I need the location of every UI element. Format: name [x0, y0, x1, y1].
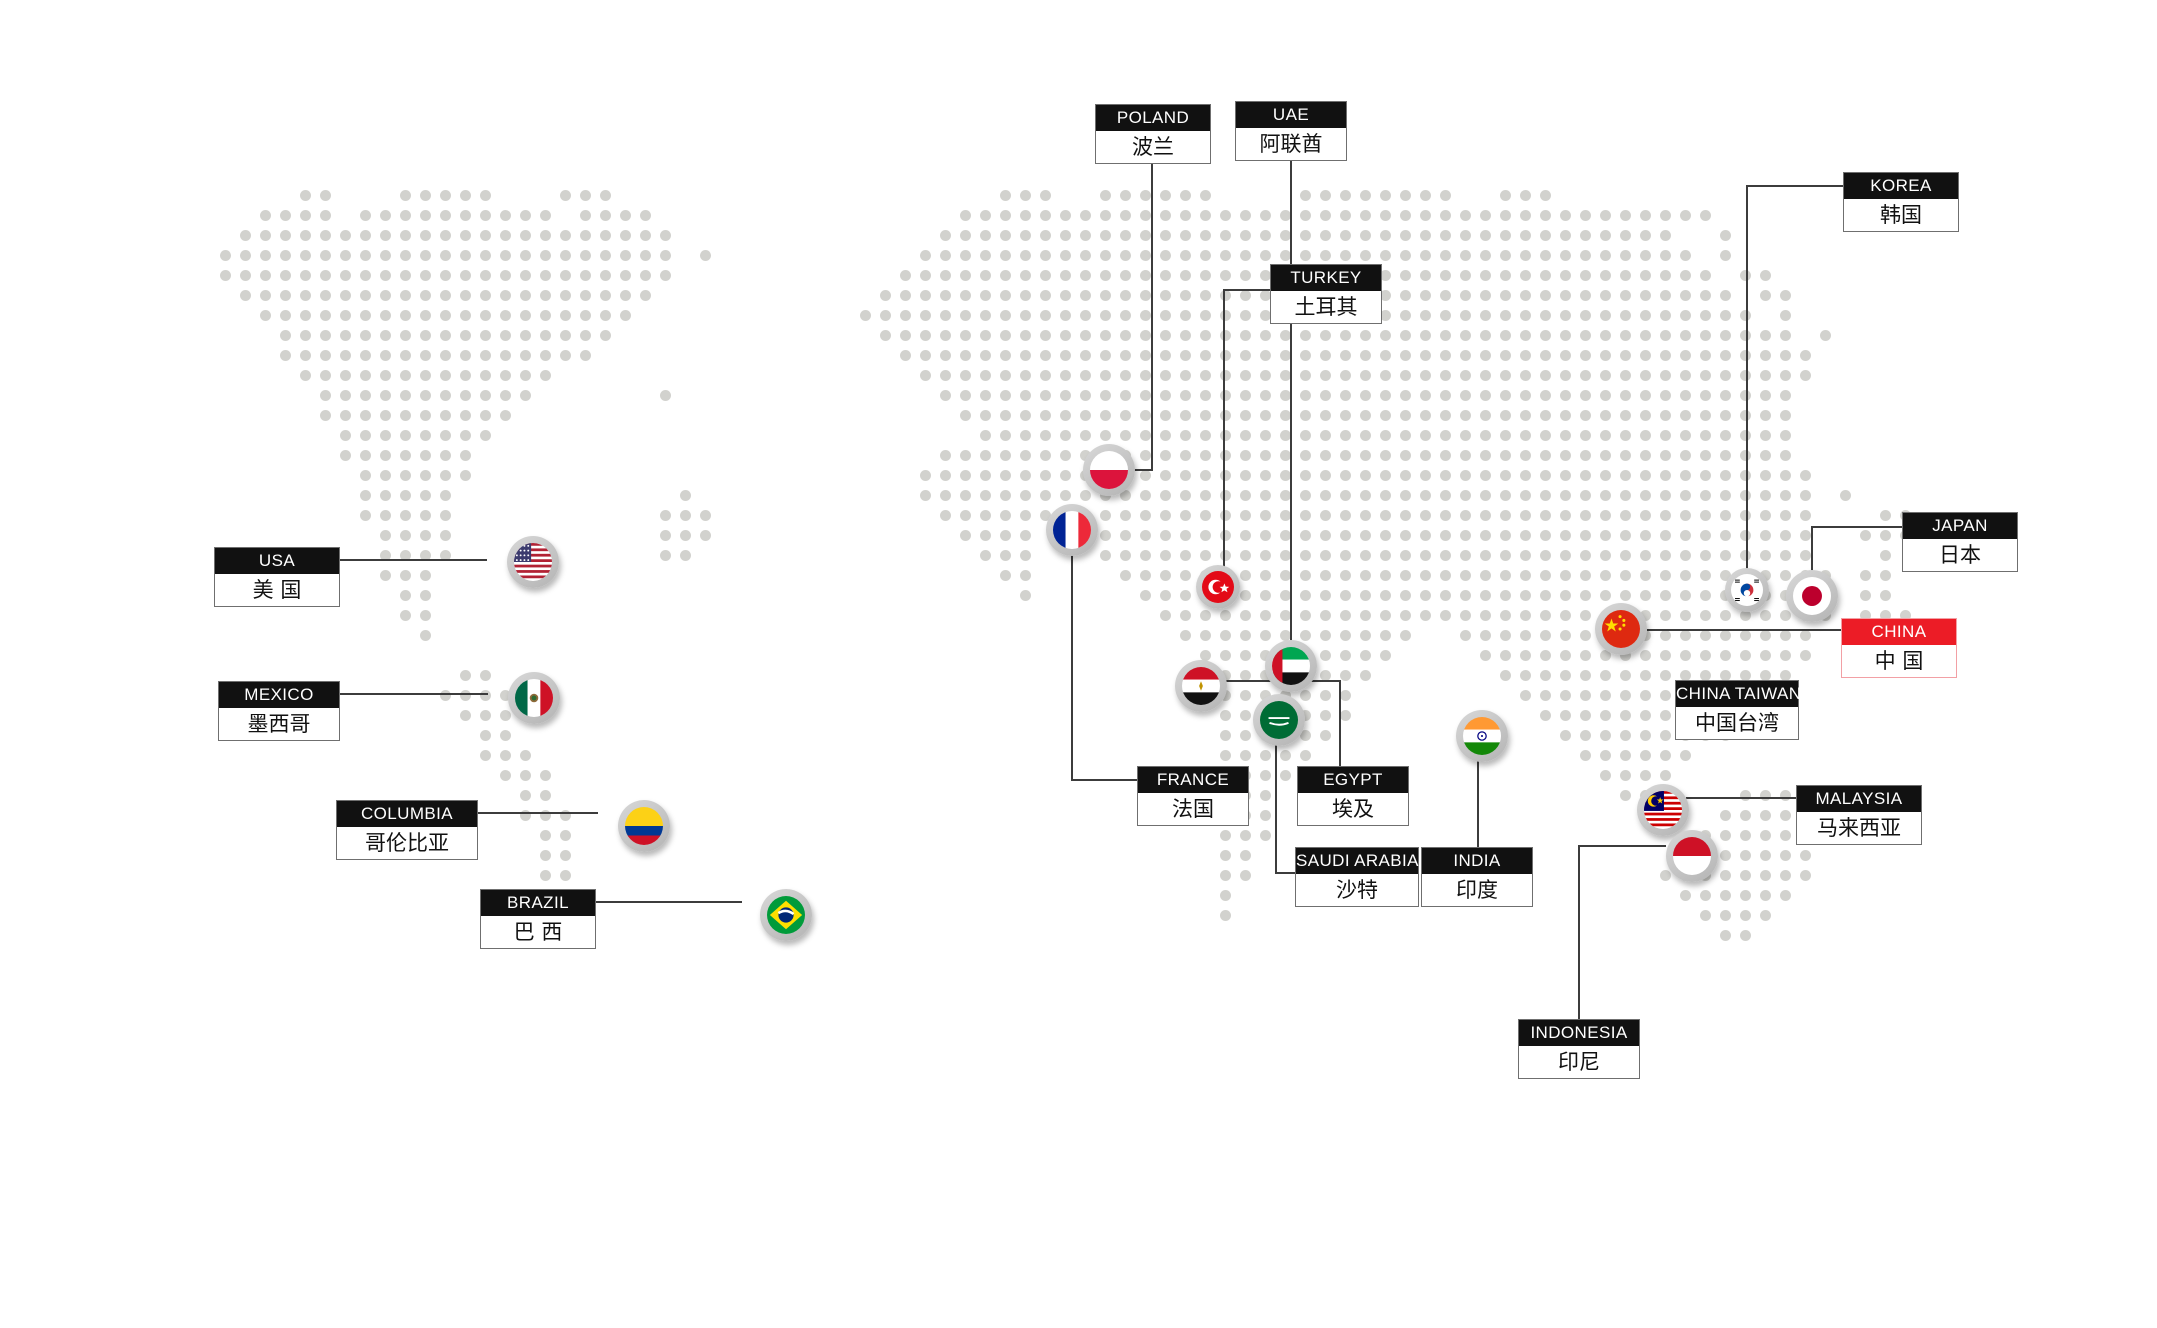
label-china[interactable]: CHINA 中 国 [1841, 618, 1957, 678]
label-usa-cn: 美 国 [215, 574, 339, 606]
flag-pin-france[interactable] [1046, 504, 1098, 556]
label-china-taiwan-en: CHINA TAIWAN [1676, 681, 1801, 707]
ae-flag-icon [1272, 647, 1310, 685]
label-brazil-cn: 巴 西 [481, 916, 595, 948]
fr-flag-icon [1053, 511, 1091, 549]
kr-flag-icon [1731, 574, 1763, 606]
label-saudi-en: SAUDI ARABIA [1296, 848, 1419, 874]
mx-flag-icon [515, 679, 553, 717]
flag-pin-columbia[interactable] [618, 800, 670, 852]
in-flag-icon [1463, 717, 1501, 755]
label-poland-en: POLAND [1096, 105, 1210, 131]
label-india[interactable]: INDIA 印度 [1421, 847, 1533, 907]
label-egypt-cn: 埃及 [1298, 793, 1408, 825]
label-egypt[interactable]: EGYPT 埃及 [1297, 766, 1409, 826]
label-malaysia[interactable]: MALAYSIA 马来西亚 [1796, 785, 1922, 845]
label-poland[interactable]: POLAND 波兰 [1095, 104, 1211, 164]
label-brazil[interactable]: BRAZIL 巴 西 [480, 889, 596, 949]
flag-pin-japan[interactable] [1786, 570, 1838, 622]
label-usa[interactable]: USA 美 国 [214, 547, 340, 607]
co-flag-icon [625, 807, 663, 845]
label-indonesia-en: INDONESIA [1519, 1020, 1639, 1046]
label-france-en: FRANCE [1138, 767, 1248, 793]
label-columbia-en: COLUMBIA [337, 801, 477, 827]
flag-pin-brazil[interactable] [760, 889, 812, 941]
label-columbia-cn: 哥伦比亚 [337, 827, 477, 859]
label-japan-cn: 日本 [1903, 539, 2017, 571]
jp-flag-icon [1793, 577, 1831, 615]
label-malaysia-cn: 马来西亚 [1797, 812, 1921, 844]
label-mexico-cn: 墨西哥 [219, 708, 339, 740]
br-flag-icon [767, 896, 805, 934]
flag-pin-usa[interactable] [507, 536, 559, 588]
label-malaysia-en: MALAYSIA [1797, 786, 1921, 812]
label-mexico[interactable]: MEXICO 墨西哥 [218, 681, 340, 741]
label-china-taiwan[interactable]: CHINA TAIWAN 中国台湾 [1675, 680, 1801, 740]
label-china-taiwan-cn: 中国台湾 [1676, 707, 1798, 739]
label-china-cn: 中 国 [1842, 645, 1956, 677]
label-brazil-en: BRAZIL [481, 890, 595, 916]
tr-flag-icon [1202, 571, 1234, 603]
label-france[interactable]: FRANCE 法国 [1137, 766, 1249, 826]
label-saudi[interactable]: SAUDI ARABIA 沙特 [1295, 847, 1419, 907]
label-turkey-en: TURKEY [1271, 265, 1381, 291]
us-flag-icon [514, 543, 552, 581]
flag-pin-india[interactable] [1456, 710, 1508, 762]
label-saudi-cn: 沙特 [1296, 874, 1418, 906]
label-china-en: CHINA [1842, 619, 1956, 645]
label-uae[interactable]: UAE 阿联酋 [1235, 101, 1347, 161]
label-uae-en: UAE [1236, 102, 1346, 128]
label-turkey[interactable]: TURKEY 土耳其 [1270, 264, 1382, 324]
label-korea-cn: 韩国 [1844, 199, 1958, 231]
flag-pin-indonesia[interactable] [1666, 830, 1718, 882]
label-japan-en: JAPAN [1903, 513, 2017, 539]
id-flag-icon [1673, 837, 1711, 875]
flag-pin-mexico[interactable] [508, 672, 560, 724]
label-turkey-cn: 土耳其 [1271, 291, 1381, 323]
eg-flag-icon [1182, 667, 1220, 705]
label-korea-en: KOREA [1844, 173, 1958, 199]
label-usa-en: USA [215, 548, 339, 574]
flag-pin-korea[interactable] [1725, 568, 1769, 612]
label-poland-cn: 波兰 [1096, 131, 1210, 163]
label-egypt-en: EGYPT [1298, 767, 1408, 793]
label-uae-cn: 阿联酋 [1236, 128, 1346, 160]
flag-pin-poland[interactable] [1083, 444, 1135, 496]
label-indonesia-cn: 印尼 [1519, 1046, 1639, 1078]
label-korea[interactable]: KOREA 韩国 [1843, 172, 1959, 232]
label-france-cn: 法国 [1138, 793, 1248, 825]
label-japan[interactable]: JAPAN 日本 [1902, 512, 2018, 572]
flag-pin-uae[interactable] [1265, 640, 1317, 692]
flag-pin-malaysia[interactable] [1637, 784, 1689, 836]
flag-pin-egypt[interactable] [1175, 660, 1227, 712]
label-india-cn: 印度 [1422, 874, 1532, 906]
my-flag-icon [1644, 791, 1682, 829]
label-indonesia[interactable]: INDONESIA 印尼 [1518, 1019, 1640, 1079]
flag-pin-turkey[interactable] [1196, 565, 1240, 609]
label-mexico-en: MEXICO [219, 682, 339, 708]
pl-flag-icon [1090, 451, 1128, 489]
cn-flag-icon [1602, 610, 1640, 648]
label-columbia[interactable]: COLUMBIA 哥伦比亚 [336, 800, 478, 860]
flag-pin-china[interactable] [1595, 603, 1647, 655]
flag-pin-saudi[interactable] [1253, 694, 1305, 746]
label-india-en: INDIA [1422, 848, 1532, 874]
sa-flag-icon [1260, 701, 1298, 739]
